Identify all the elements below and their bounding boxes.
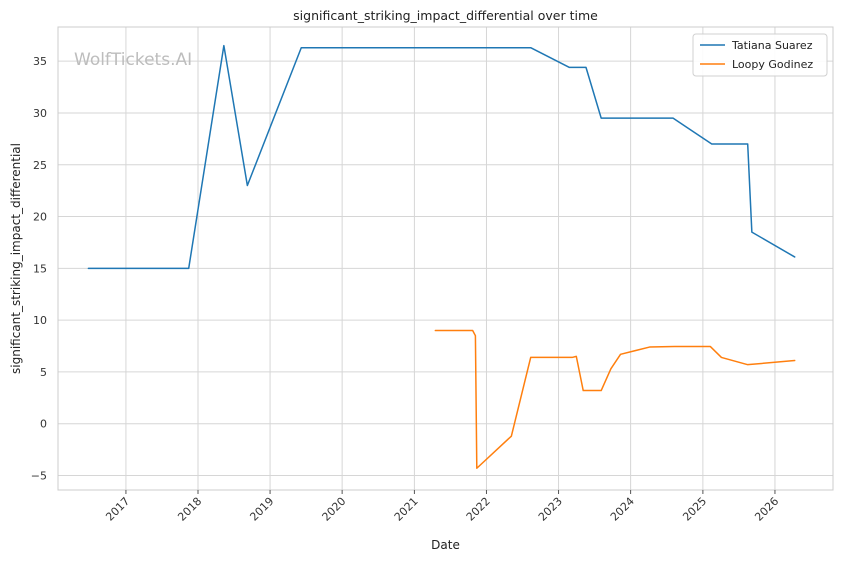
y-tick-label: −5 (31, 469, 47, 482)
chart-title: significant_striking_impact_differential… (293, 8, 598, 23)
y-tick-label: 25 (33, 159, 47, 172)
legend-label: Loopy Godinez (732, 58, 813, 71)
x-axis-title: Date (431, 538, 460, 552)
legend-box (692, 33, 828, 77)
plot-frame (57, 26, 834, 491)
y-tick-label: 15 (33, 262, 47, 275)
legend-label: Tatiana Suarez (731, 39, 813, 52)
y-tick-label: 0 (40, 418, 47, 431)
y-tick-label: 10 (33, 314, 47, 327)
y-axis-ticks: −5 0 5 10 15 20 25 30 35 (31, 55, 47, 482)
y-axis-title: significant_striking_impact_differential (9, 143, 23, 374)
series-line-2 (434, 329, 796, 469)
y-tick-label: 30 (33, 107, 47, 120)
y-tick-label: 35 (33, 55, 47, 68)
y-tick-label: 20 (33, 211, 47, 224)
y-tick-label: 5 (40, 366, 47, 379)
gridlines (58, 27, 833, 490)
legend: Tatiana Suarez Loopy Godinez (692, 33, 828, 77)
series-layer (87, 44, 796, 469)
series-line-1 (87, 44, 796, 270)
watermark: WolfTickets.AI (74, 50, 192, 70)
